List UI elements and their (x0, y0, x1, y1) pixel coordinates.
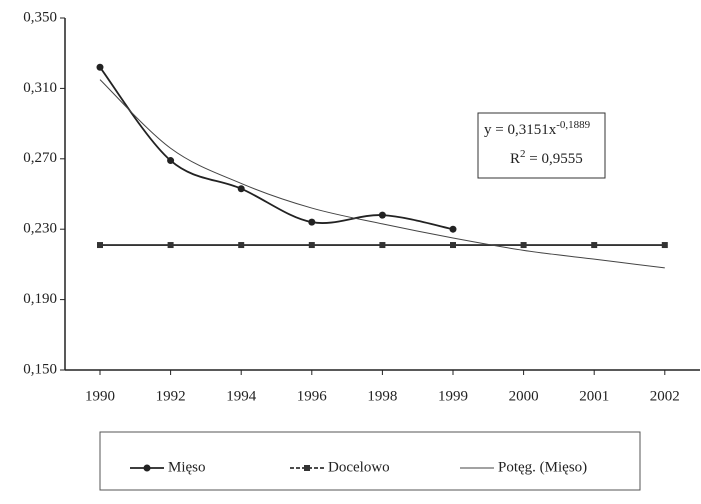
x-tick-label: 1998 (367, 388, 397, 404)
legend-label: Docelowo (328, 459, 390, 475)
point (520, 242, 527, 249)
point (378, 211, 386, 219)
y-tick-label: 0,150 (23, 361, 57, 377)
y-tick-label: 0,190 (23, 291, 57, 307)
x-tick-label: 1992 (156, 388, 186, 404)
series-line (99, 66, 454, 231)
point (308, 242, 315, 249)
point (591, 242, 598, 249)
point (96, 63, 104, 71)
point (167, 242, 174, 249)
point (97, 242, 103, 249)
legend-marker (304, 465, 310, 471)
y-tick-label: 0,230 (23, 221, 57, 237)
x-tick-label: 1996 (297, 388, 328, 404)
point (238, 242, 245, 249)
point (167, 157, 175, 165)
legend-marker (143, 464, 151, 472)
x-tick-label: 2002 (650, 388, 680, 404)
legend-box (99, 431, 641, 491)
annotation-box (477, 112, 606, 179)
x-tick-label: 2001 (579, 388, 609, 404)
x-tick-label: 2000 (509, 388, 539, 404)
x-tick-label: 1994 (226, 388, 257, 404)
x-tick-label: 1999 (438, 388, 468, 404)
legend-label: Mięso (168, 459, 206, 475)
point (237, 185, 245, 193)
point (379, 242, 386, 249)
x-tick-label: 1990 (85, 388, 115, 404)
point (308, 218, 316, 226)
y-tick-label: 0,270 (23, 150, 57, 166)
equation: y = 0,3151x-0,1889 (484, 119, 591, 139)
point (449, 225, 457, 233)
y-tick-label: 0,310 (23, 80, 57, 96)
y-tick-label: 0,350 (23, 9, 57, 25)
point (450, 242, 456, 249)
r-squared: R2 = 0,9555 (510, 148, 583, 168)
point (661, 242, 668, 249)
legend-label: Potęg. (Mięso) (498, 459, 587, 475)
series-line (99, 79, 665, 269)
